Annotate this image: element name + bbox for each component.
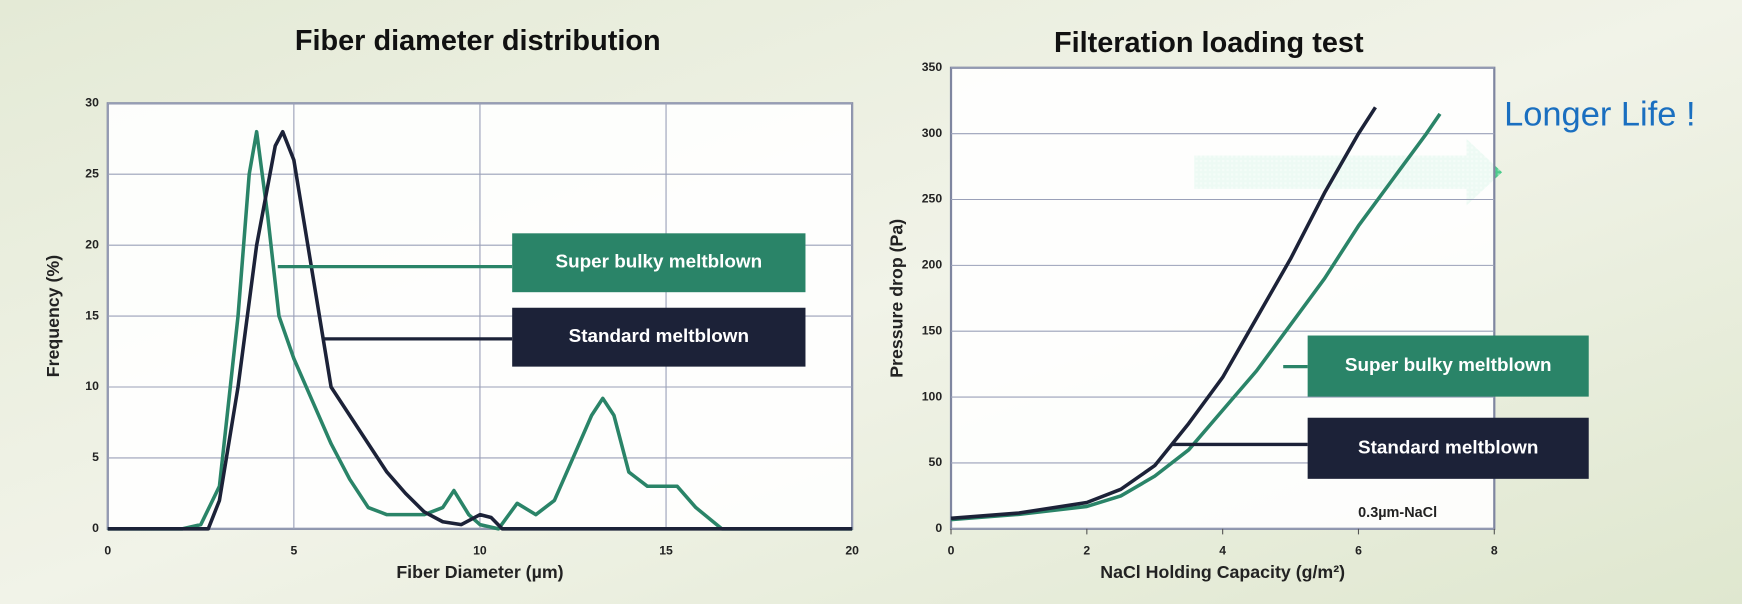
- legend-label: Standard meltblown: [1358, 437, 1538, 458]
- y-tick-label: 300: [922, 126, 943, 140]
- y-tick-label: 30: [85, 96, 99, 110]
- y-tick-label: 5: [92, 450, 99, 464]
- y-axis-title: Frequency (%): [43, 255, 63, 377]
- x-axis-title: NaCl Holding Capacity (g/m²): [1100, 562, 1345, 582]
- x-tick-label: 0: [948, 543, 955, 557]
- annotation: Longer Life !: [1504, 96, 1695, 134]
- x-axis-title: Fiber Diameter (µm): [396, 562, 563, 582]
- y-tick-label: 0: [935, 521, 942, 535]
- y-tick-label: 0: [92, 521, 99, 535]
- chart-title: Fiber diameter distribution: [295, 25, 661, 57]
- annotation: 0.3µm-NaCl: [1358, 505, 1437, 521]
- y-tick-label: 100: [922, 389, 943, 403]
- y-tick-label: 15: [85, 308, 99, 322]
- y-tick-label: 150: [922, 323, 943, 337]
- legend-label: Super bulky meltblown: [1345, 355, 1552, 376]
- x-tick-label: 4: [1219, 543, 1226, 557]
- x-tick-label: 10: [473, 543, 487, 557]
- y-tick-label: 350: [922, 60, 943, 74]
- x-tick-label: 5: [290, 543, 297, 557]
- y-tick-label: 25: [85, 166, 99, 180]
- y-tick-label: 10: [85, 379, 99, 393]
- chart-title: Filteration loading test: [1054, 27, 1364, 59]
- x-tick-label: 20: [845, 543, 859, 557]
- y-axis-title: Pressure drop (Pa): [886, 219, 906, 378]
- legend-label: Standard meltblown: [569, 326, 749, 347]
- x-tick-label: 15: [659, 543, 673, 557]
- y-tick-label: 20: [85, 237, 99, 251]
- legend-label: Super bulky meltblown: [556, 252, 763, 273]
- y-tick-label: 50: [929, 455, 943, 469]
- x-tick-label: 8: [1491, 543, 1498, 557]
- page: Fiber diameter distribution0510152025300…: [0, 0, 1742, 604]
- x-tick-label: 0: [104, 543, 111, 557]
- x-tick-label: 6: [1355, 543, 1362, 557]
- y-tick-label: 250: [922, 192, 943, 206]
- y-tick-label: 200: [922, 258, 943, 272]
- x-tick-label: 2: [1083, 543, 1090, 557]
